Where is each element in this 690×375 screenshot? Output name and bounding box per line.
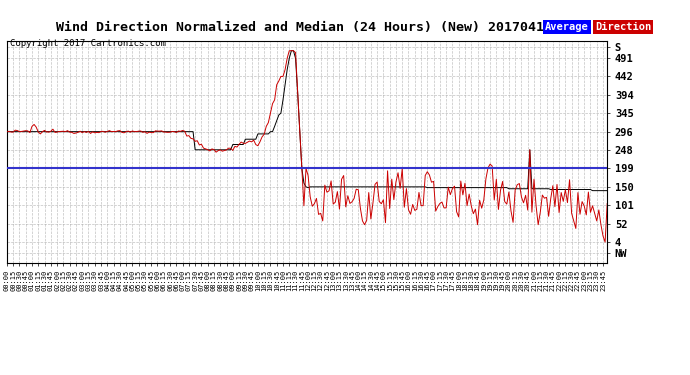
Text: Average: Average bbox=[545, 22, 589, 32]
Text: Wind Direction Normalized and Median (24 Hours) (New) 20170412: Wind Direction Normalized and Median (24… bbox=[56, 21, 551, 34]
Text: Copyright 2017 Cartronics.com: Copyright 2017 Cartronics.com bbox=[10, 39, 166, 48]
Text: Direction: Direction bbox=[595, 22, 651, 32]
